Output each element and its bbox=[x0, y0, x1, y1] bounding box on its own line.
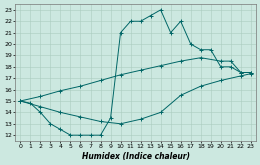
X-axis label: Humidex (Indice chaleur): Humidex (Indice chaleur) bbox=[82, 152, 190, 161]
